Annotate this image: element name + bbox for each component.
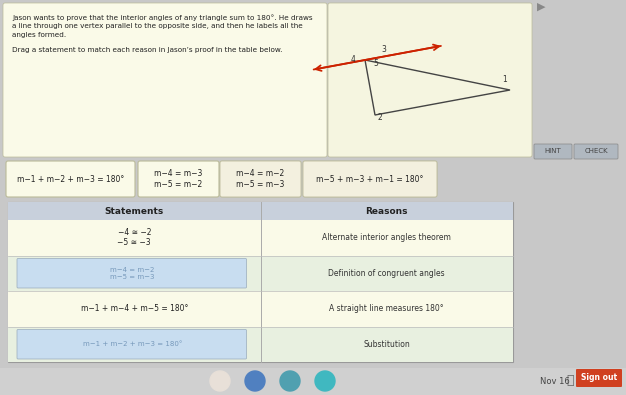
Circle shape bbox=[210, 371, 230, 391]
Text: ▶: ▶ bbox=[537, 2, 545, 12]
Bar bbox=[8, 327, 260, 362]
Text: m−4 = m−3
m−5 = m−2: m−4 = m−3 m−5 = m−2 bbox=[155, 169, 203, 189]
Bar bbox=[8, 291, 260, 327]
Text: 4: 4 bbox=[351, 55, 356, 64]
Bar bbox=[260, 256, 513, 291]
Text: Definition of congruent angles: Definition of congruent angles bbox=[329, 269, 445, 278]
Text: ⎙: ⎙ bbox=[567, 374, 574, 387]
Text: m−1 + m−2 + m−3 = 180°: m−1 + m−2 + m−3 = 180° bbox=[17, 175, 124, 184]
Circle shape bbox=[245, 371, 265, 391]
Text: m−1 + m−4 + m−5 = 180°: m−1 + m−4 + m−5 = 180° bbox=[81, 304, 188, 313]
FancyBboxPatch shape bbox=[328, 3, 532, 157]
Text: 3: 3 bbox=[381, 45, 386, 54]
FancyBboxPatch shape bbox=[138, 161, 219, 197]
Bar bbox=[260, 291, 513, 327]
FancyBboxPatch shape bbox=[576, 369, 622, 387]
Bar bbox=[260, 327, 513, 362]
Text: m−4 = m−2
m−5 = m−3: m−4 = m−2 m−5 = m−3 bbox=[110, 267, 155, 280]
FancyBboxPatch shape bbox=[303, 161, 437, 197]
Text: Reasons: Reasons bbox=[366, 207, 408, 216]
Bar bbox=[260, 220, 513, 256]
FancyBboxPatch shape bbox=[303, 161, 437, 197]
Text: Nov 16: Nov 16 bbox=[540, 376, 570, 386]
Text: Drag a statement to match each reason in Jason’s proof in the table below.: Drag a statement to match each reason in… bbox=[12, 47, 282, 53]
Text: Substitution: Substitution bbox=[363, 340, 410, 349]
Text: angles formed.: angles formed. bbox=[12, 32, 66, 38]
Text: m−5 + m−3 + m−1 = 180°: m−5 + m−3 + m−1 = 180° bbox=[316, 175, 424, 184]
Bar bbox=[8, 202, 513, 220]
FancyBboxPatch shape bbox=[534, 144, 572, 159]
Text: 5: 5 bbox=[373, 59, 378, 68]
FancyBboxPatch shape bbox=[574, 144, 618, 159]
Text: 2: 2 bbox=[377, 113, 382, 122]
Text: a line through one vertex parallel to the opposite side, and then he labels all : a line through one vertex parallel to th… bbox=[12, 23, 303, 29]
Text: Alternate interior angles theorem: Alternate interior angles theorem bbox=[322, 233, 451, 242]
Bar bbox=[8, 202, 513, 362]
Text: 1: 1 bbox=[502, 75, 507, 84]
FancyBboxPatch shape bbox=[220, 161, 301, 197]
Bar bbox=[8, 256, 260, 291]
Text: Sign out: Sign out bbox=[581, 374, 617, 382]
Text: Jason wants to prove that the interior angles of any triangle sum to 180°. He dr: Jason wants to prove that the interior a… bbox=[12, 14, 312, 21]
Text: CHECK: CHECK bbox=[584, 148, 608, 154]
FancyBboxPatch shape bbox=[17, 258, 247, 288]
Text: m−1 + m−2 + m−3 = 180°: m−1 + m−2 + m−3 = 180° bbox=[83, 341, 182, 347]
FancyBboxPatch shape bbox=[220, 161, 301, 197]
Text: A straight line measures 180°: A straight line measures 180° bbox=[329, 304, 444, 313]
Circle shape bbox=[315, 371, 335, 391]
Text: HINT: HINT bbox=[545, 148, 562, 154]
Bar bbox=[0, 368, 626, 395]
FancyBboxPatch shape bbox=[3, 3, 327, 157]
FancyBboxPatch shape bbox=[6, 161, 135, 197]
Text: Statements: Statements bbox=[105, 207, 164, 216]
Bar bbox=[8, 220, 260, 256]
Text: −4 ≅ −2
−5 ≅ −3: −4 ≅ −2 −5 ≅ −3 bbox=[118, 228, 151, 247]
Text: m−4 = m−2
m−5 = m−3: m−4 = m−2 m−5 = m−3 bbox=[236, 169, 285, 189]
FancyBboxPatch shape bbox=[17, 329, 247, 359]
Circle shape bbox=[280, 371, 300, 391]
